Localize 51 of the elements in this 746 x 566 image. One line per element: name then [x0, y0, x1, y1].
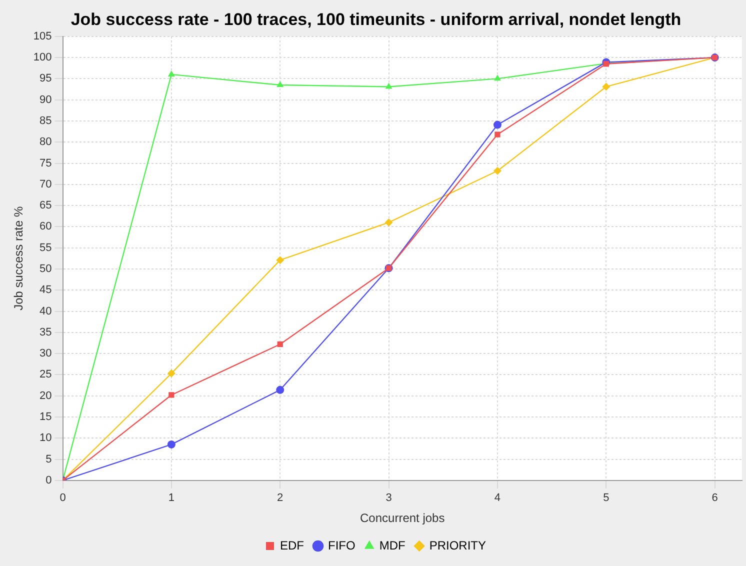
legend-label: FIFO — [328, 538, 356, 552]
x-tick-label: 4 — [494, 492, 501, 504]
y-tick-label: 5 — [46, 453, 52, 466]
point — [167, 440, 176, 448]
legend-label: EDF — [280, 538, 304, 552]
y-tick-label: 25 — [40, 368, 52, 381]
y-tick-label: 40 — [40, 305, 52, 318]
y-tick-label: 65 — [40, 200, 52, 212]
y-tick-label: 55 — [40, 242, 52, 254]
y-tick-label: 35 — [40, 326, 52, 338]
y-axis-title: Job success rate % — [12, 206, 26, 310]
point — [385, 82, 392, 89]
y-tick-label: 70 — [40, 178, 52, 190]
point — [168, 392, 174, 398]
y-tick-label: 90 — [40, 94, 52, 106]
x-axis-title: Concurrent jobs — [360, 511, 445, 526]
x-tick-label: 6 — [712, 492, 718, 504]
point — [276, 256, 284, 264]
point — [602, 82, 610, 91]
y-tick-label: 0 — [46, 474, 52, 486]
y-tick-label: 100 — [33, 52, 52, 64]
y-tick-label: 10 — [40, 432, 52, 444]
y-tick-label: 30 — [40, 348, 52, 360]
point — [384, 218, 393, 226]
x-tick-label: 1 — [168, 492, 174, 504]
point — [493, 120, 502, 129]
x-tick-label: 2 — [277, 492, 284, 504]
point — [168, 70, 175, 76]
y-tick-label: 80 — [40, 136, 52, 148]
legend-label: MDF — [379, 538, 406, 552]
point — [276, 386, 284, 394]
y-tick-label: 45 — [40, 284, 52, 296]
y-tick-label: 50 — [40, 263, 52, 276]
point — [277, 341, 283, 348]
y-tick-label: 20 — [40, 390, 52, 402]
y-tick-label: 60 — [40, 220, 52, 233]
legend-label: PRIORITY — [429, 538, 486, 552]
y-tick-label: 85 — [40, 115, 52, 128]
point — [276, 81, 284, 88]
x-tick-label: 3 — [386, 492, 392, 504]
x-tick-label: 0 — [60, 492, 66, 504]
chart-title: Job success rate - 100 traces, 100 timeunits - uniform arrival, nondet length — [70, 10, 682, 29]
y-tick-label: 75 — [40, 157, 52, 170]
point — [494, 74, 501, 81]
point — [494, 132, 500, 138]
x-tick-label: 5 — [603, 492, 610, 504]
point — [493, 166, 502, 175]
point — [167, 369, 176, 378]
y-tick-label: 105 — [33, 30, 52, 42]
y-tick-label: 95 — [40, 72, 52, 85]
y-tick-label: 15 — [40, 411, 52, 424]
